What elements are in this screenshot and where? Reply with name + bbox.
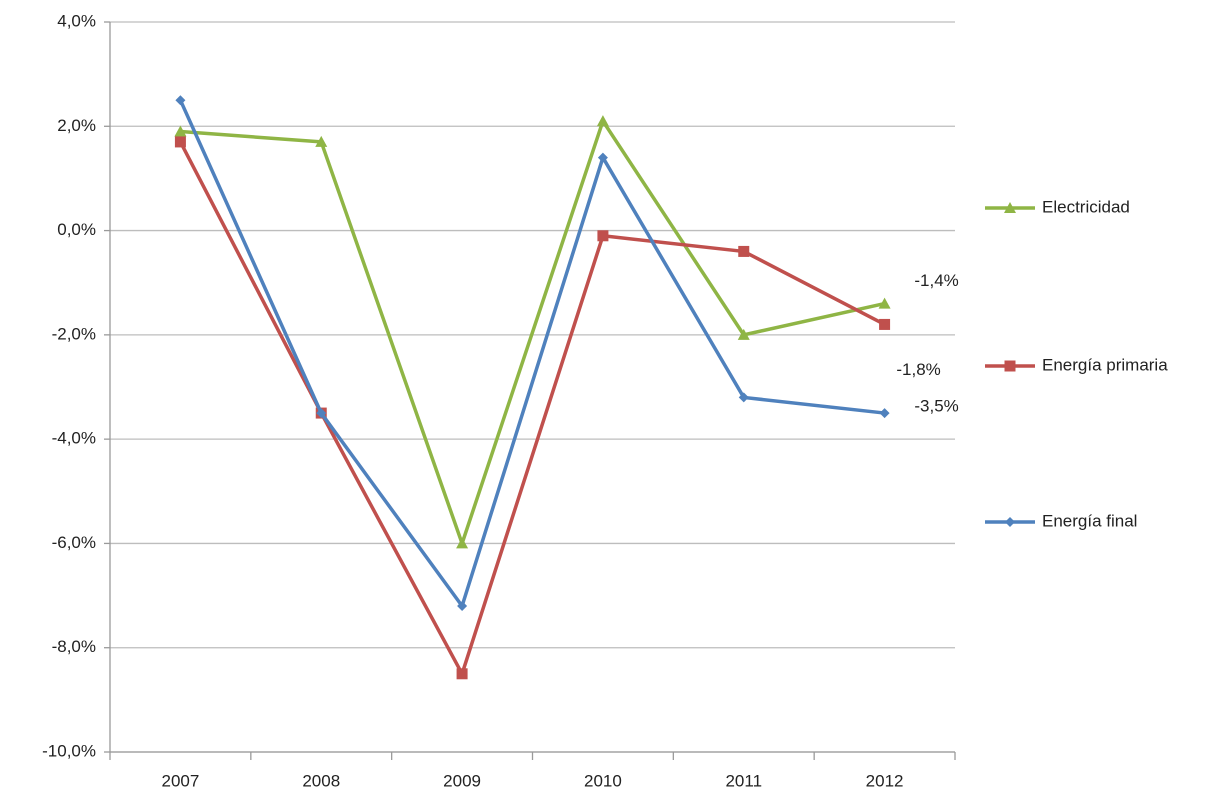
- legend-label: Energía primaria: [1042, 355, 1168, 374]
- data-point: [174, 125, 187, 137]
- data-label: -1,8%: [896, 360, 940, 379]
- legend-marker: [1005, 517, 1015, 527]
- x-tick-label: 2010: [584, 771, 622, 790]
- data-label: -3,5%: [914, 397, 958, 416]
- series-line: [178, 141, 886, 676]
- y-tick-label: 4,0%: [57, 11, 96, 30]
- data-point: [738, 245, 750, 257]
- data-point: [878, 297, 891, 309]
- data-point: [738, 392, 749, 403]
- legend-marker: [1004, 360, 1016, 372]
- data-point: [879, 408, 890, 419]
- data-point: [316, 408, 327, 419]
- data-point: [737, 328, 750, 340]
- y-tick-label: -8,0%: [52, 637, 96, 656]
- legend-marker: [1004, 202, 1016, 213]
- x-tick-label: 2011: [725, 771, 762, 790]
- data-point: [597, 152, 608, 163]
- y-tick-label: -4,0%: [52, 429, 96, 448]
- data-point: [879, 318, 891, 330]
- series-line: [180, 119, 885, 546]
- data-point: [315, 135, 328, 147]
- x-tick-label: 2008: [302, 771, 340, 790]
- x-tick-label: 2012: [866, 771, 904, 790]
- legend-label: Energía final: [1042, 511, 1137, 530]
- data-point: [456, 668, 468, 680]
- y-tick-label: -10,0%: [42, 741, 96, 760]
- legend-label: Electricidad: [1042, 197, 1130, 216]
- y-tick-label: 2,0%: [57, 116, 96, 135]
- series-line: [178, 99, 885, 608]
- x-tick-label: 2007: [162, 771, 200, 790]
- data-point: [596, 115, 609, 127]
- x-tick-label: 2009: [443, 771, 481, 790]
- data-point: [174, 136, 186, 148]
- data-point: [456, 537, 469, 549]
- data-point: [457, 601, 468, 611]
- y-tick-label: 0,0%: [57, 220, 96, 239]
- data-point: [175, 95, 186, 106]
- y-tick-label: -2,0%: [52, 324, 96, 343]
- data-point: [597, 230, 609, 242]
- data-label: -1,4%: [914, 271, 958, 290]
- y-tick-label: -6,0%: [52, 533, 96, 552]
